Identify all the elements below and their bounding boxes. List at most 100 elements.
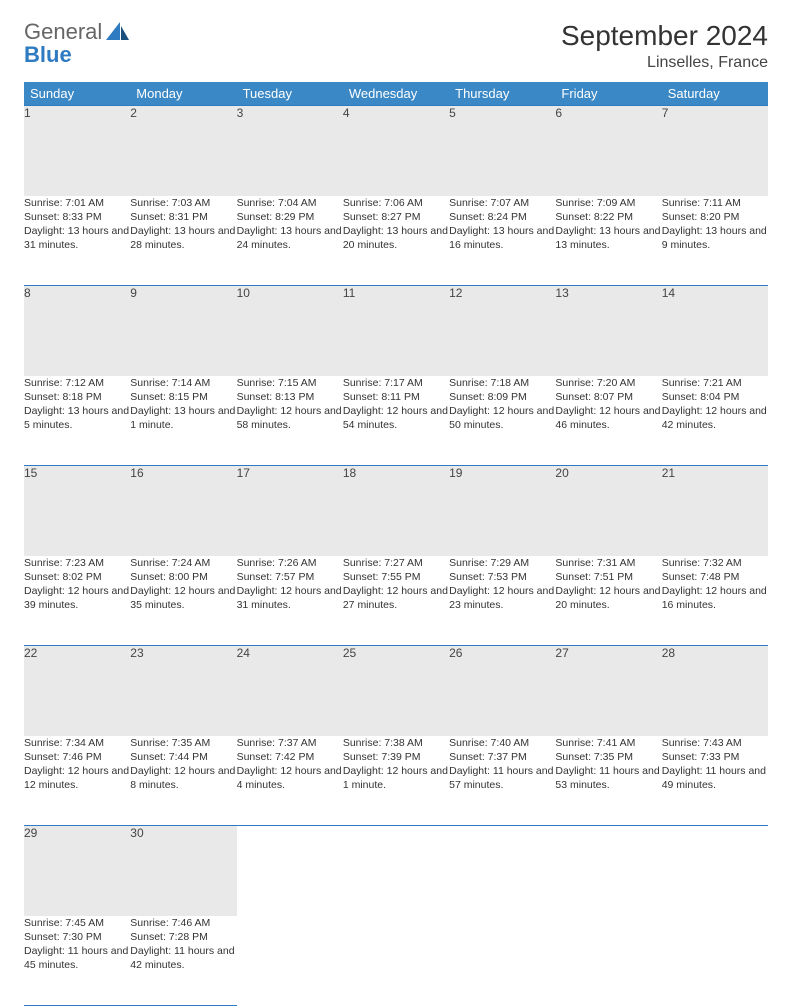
empty-cell [449, 826, 555, 916]
sunrise-line: Sunrise: 7:34 AM [24, 736, 130, 750]
daylight-line: Daylight: 11 hours and 53 minutes. [555, 764, 661, 792]
sunrise-line: Sunrise: 7:27 AM [343, 556, 449, 570]
daylight-line: Daylight: 12 hours and 12 minutes. [24, 764, 130, 792]
empty-cell [662, 826, 768, 916]
sunrise-line: Sunrise: 7:03 AM [130, 196, 236, 210]
day-number: 29 [24, 826, 130, 916]
sunset-line: Sunset: 7:51 PM [555, 570, 661, 584]
sunrise-line: Sunrise: 7:15 AM [237, 376, 343, 390]
day-number: 10 [237, 286, 343, 376]
sunset-line: Sunset: 8:33 PM [24, 210, 130, 224]
sunrise-line: Sunrise: 7:41 AM [555, 736, 661, 750]
sunrise-line: Sunrise: 7:20 AM [555, 376, 661, 390]
day-number: 23 [130, 646, 236, 736]
daylight-line: Daylight: 12 hours and 46 minutes. [555, 404, 661, 432]
empty-cell [343, 826, 449, 916]
logo-word-2: Blue [24, 42, 72, 67]
daylight-line: Daylight: 13 hours and 9 minutes. [662, 224, 768, 252]
logo-text: General Blue [24, 20, 102, 66]
sunrise-line: Sunrise: 7:43 AM [662, 736, 768, 750]
day-detail: Sunrise: 7:26 AMSunset: 7:57 PMDaylight:… [237, 556, 343, 646]
day-detail: Sunrise: 7:11 AMSunset: 8:20 PMDaylight:… [662, 196, 768, 286]
day-detail: Sunrise: 7:41 AMSunset: 7:35 PMDaylight:… [555, 736, 661, 826]
day-detail: Sunrise: 7:31 AMSunset: 7:51 PMDaylight:… [555, 556, 661, 646]
daylight-line: Daylight: 13 hours and 28 minutes. [130, 224, 236, 252]
sunrise-line: Sunrise: 7:09 AM [555, 196, 661, 210]
day-number: 9 [130, 286, 236, 376]
weekday-header: Tuesday [237, 82, 343, 106]
sunset-line: Sunset: 8:18 PM [24, 390, 130, 404]
day-number: 3 [237, 106, 343, 196]
daylight-line: Daylight: 13 hours and 1 minute. [130, 404, 236, 432]
day-number: 22 [24, 646, 130, 736]
empty-cell [662, 916, 768, 1006]
sunrise-line: Sunrise: 7:23 AM [24, 556, 130, 570]
sunrise-line: Sunrise: 7:14 AM [130, 376, 236, 390]
daylight-line: Daylight: 12 hours and 54 minutes. [343, 404, 449, 432]
daylight-line: Daylight: 13 hours and 5 minutes. [24, 404, 130, 432]
logo: General Blue [24, 20, 130, 66]
day-detail: Sunrise: 7:01 AMSunset: 8:33 PMDaylight:… [24, 196, 130, 286]
title-block: September 2024 Linselles, France [561, 20, 768, 72]
sunset-line: Sunset: 7:57 PM [237, 570, 343, 584]
day-detail: Sunrise: 7:27 AMSunset: 7:55 PMDaylight:… [343, 556, 449, 646]
calendar-header-row: SundayMondayTuesdayWednesdayThursdayFrid… [24, 82, 768, 106]
sunset-line: Sunset: 7:44 PM [130, 750, 236, 764]
sunrise-line: Sunrise: 7:38 AM [343, 736, 449, 750]
sunset-line: Sunset: 7:33 PM [662, 750, 768, 764]
daylight-line: Daylight: 13 hours and 16 minutes. [449, 224, 555, 252]
day-detail: Sunrise: 7:32 AMSunset: 7:48 PMDaylight:… [662, 556, 768, 646]
sunrise-line: Sunrise: 7:24 AM [130, 556, 236, 570]
daylight-line: Daylight: 13 hours and 13 minutes. [555, 224, 661, 252]
sunrise-line: Sunrise: 7:01 AM [24, 196, 130, 210]
sunset-line: Sunset: 7:30 PM [24, 930, 130, 944]
daylight-line: Daylight: 12 hours and 35 minutes. [130, 584, 236, 612]
sunset-line: Sunset: 7:55 PM [343, 570, 449, 584]
sunrise-line: Sunrise: 7:12 AM [24, 376, 130, 390]
sunset-line: Sunset: 7:48 PM [662, 570, 768, 584]
sunrise-line: Sunrise: 7:26 AM [237, 556, 343, 570]
logo-sail-icon [106, 22, 130, 42]
empty-cell [555, 826, 661, 916]
day-number: 27 [555, 646, 661, 736]
weekday-header: Wednesday [343, 82, 449, 106]
day-detail: Sunrise: 7:24 AMSunset: 8:00 PMDaylight:… [130, 556, 236, 646]
empty-cell [343, 916, 449, 1006]
empty-cell [449, 916, 555, 1006]
sunset-line: Sunset: 8:11 PM [343, 390, 449, 404]
day-number: 30 [130, 826, 236, 916]
sunset-line: Sunset: 8:22 PM [555, 210, 661, 224]
day-detail: Sunrise: 7:35 AMSunset: 7:44 PMDaylight:… [130, 736, 236, 826]
daylight-line: Daylight: 12 hours and 50 minutes. [449, 404, 555, 432]
daylight-line: Daylight: 13 hours and 24 minutes. [237, 224, 343, 252]
daylight-line: Daylight: 12 hours and 23 minutes. [449, 584, 555, 612]
day-number: 28 [662, 646, 768, 736]
day-detail: Sunrise: 7:43 AMSunset: 7:33 PMDaylight:… [662, 736, 768, 826]
daylight-line: Daylight: 12 hours and 16 minutes. [662, 584, 768, 612]
empty-cell [555, 916, 661, 1006]
weekday-header: Saturday [662, 82, 768, 106]
day-detail: Sunrise: 7:40 AMSunset: 7:37 PMDaylight:… [449, 736, 555, 826]
day-detail: Sunrise: 7:15 AMSunset: 8:13 PMDaylight:… [237, 376, 343, 466]
daylight-line: Daylight: 13 hours and 20 minutes. [343, 224, 449, 252]
daylight-line: Daylight: 12 hours and 1 minute. [343, 764, 449, 792]
day-number: 12 [449, 286, 555, 376]
sunset-line: Sunset: 8:24 PM [449, 210, 555, 224]
day-number: 6 [555, 106, 661, 196]
day-number: 14 [662, 286, 768, 376]
sunrise-line: Sunrise: 7:40 AM [449, 736, 555, 750]
location: Linselles, France [561, 54, 768, 72]
daylight-line: Daylight: 11 hours and 57 minutes. [449, 764, 555, 792]
day-number: 19 [449, 466, 555, 556]
sunrise-line: Sunrise: 7:45 AM [24, 916, 130, 930]
day-number: 25 [343, 646, 449, 736]
day-detail: Sunrise: 7:29 AMSunset: 7:53 PMDaylight:… [449, 556, 555, 646]
day-number: 16 [130, 466, 236, 556]
sunrise-line: Sunrise: 7:11 AM [662, 196, 768, 210]
day-detail: Sunrise: 7:23 AMSunset: 8:02 PMDaylight:… [24, 556, 130, 646]
daylight-line: Daylight: 11 hours and 42 minutes. [130, 944, 236, 972]
day-detail: Sunrise: 7:14 AMSunset: 8:15 PMDaylight:… [130, 376, 236, 466]
day-detail: Sunrise: 7:06 AMSunset: 8:27 PMDaylight:… [343, 196, 449, 286]
sunset-line: Sunset: 8:20 PM [662, 210, 768, 224]
sunset-line: Sunset: 8:02 PM [24, 570, 130, 584]
